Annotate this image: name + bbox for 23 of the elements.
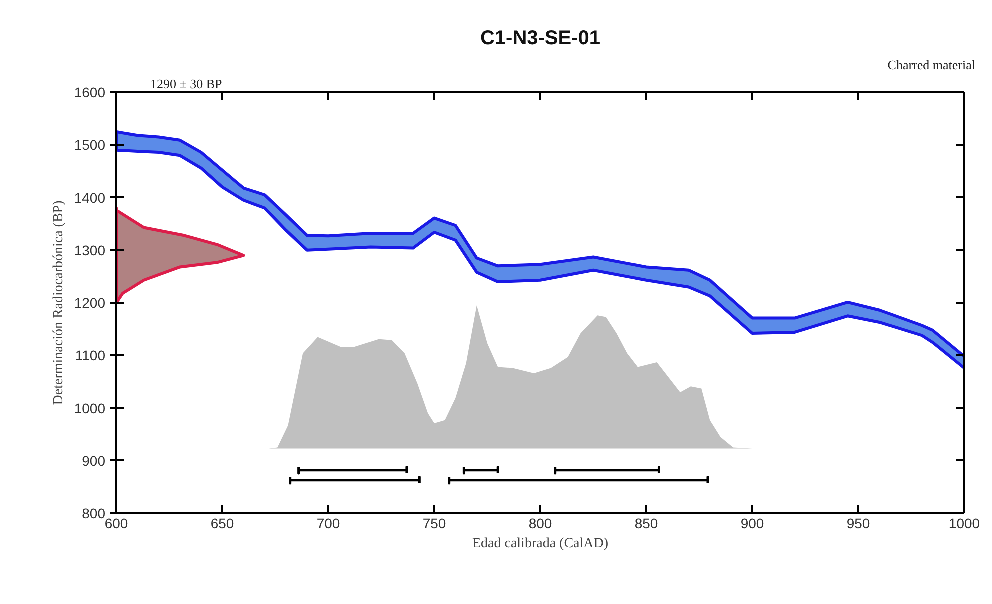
y-axis-title: Determinación Radiocarbónica (BP) — [51, 200, 66, 406]
text: 1290 ± 30 BP — [150, 76, 222, 92]
x-tick-label: 900 — [740, 516, 764, 532]
x-tick-label: 800 — [528, 516, 552, 532]
x-tick-label: 700 — [316, 516, 340, 532]
y-tick-label: 1300 — [74, 242, 106, 258]
y-tick-label: 1100 — [75, 348, 106, 364]
y-tick-label: 800 — [82, 506, 106, 522]
chart-title: C1-N3-SE-01 — [480, 28, 601, 50]
text: Charred material — [888, 58, 976, 72]
y-tick-label: 1000 — [74, 400, 106, 416]
y-tick-label: 1200 — [74, 295, 106, 311]
y-tick-label: 1600 — [74, 84, 106, 100]
x-tick-label: 950 — [846, 516, 870, 532]
y-tick-label: 1400 — [74, 190, 106, 206]
y-tick-label: 1500 — [74, 137, 106, 154]
x-axis-title: Edad calibrada (CalAD) — [472, 536, 609, 552]
x-tick-label: 650 — [210, 516, 234, 532]
x-tick-label: 850 — [634, 516, 658, 532]
x-tick-label: 1000 — [948, 516, 980, 532]
x-tick-label: 600 — [104, 516, 128, 532]
y-tick-label: 900 — [82, 452, 106, 469]
x-tick-label: 750 — [422, 516, 446, 532]
